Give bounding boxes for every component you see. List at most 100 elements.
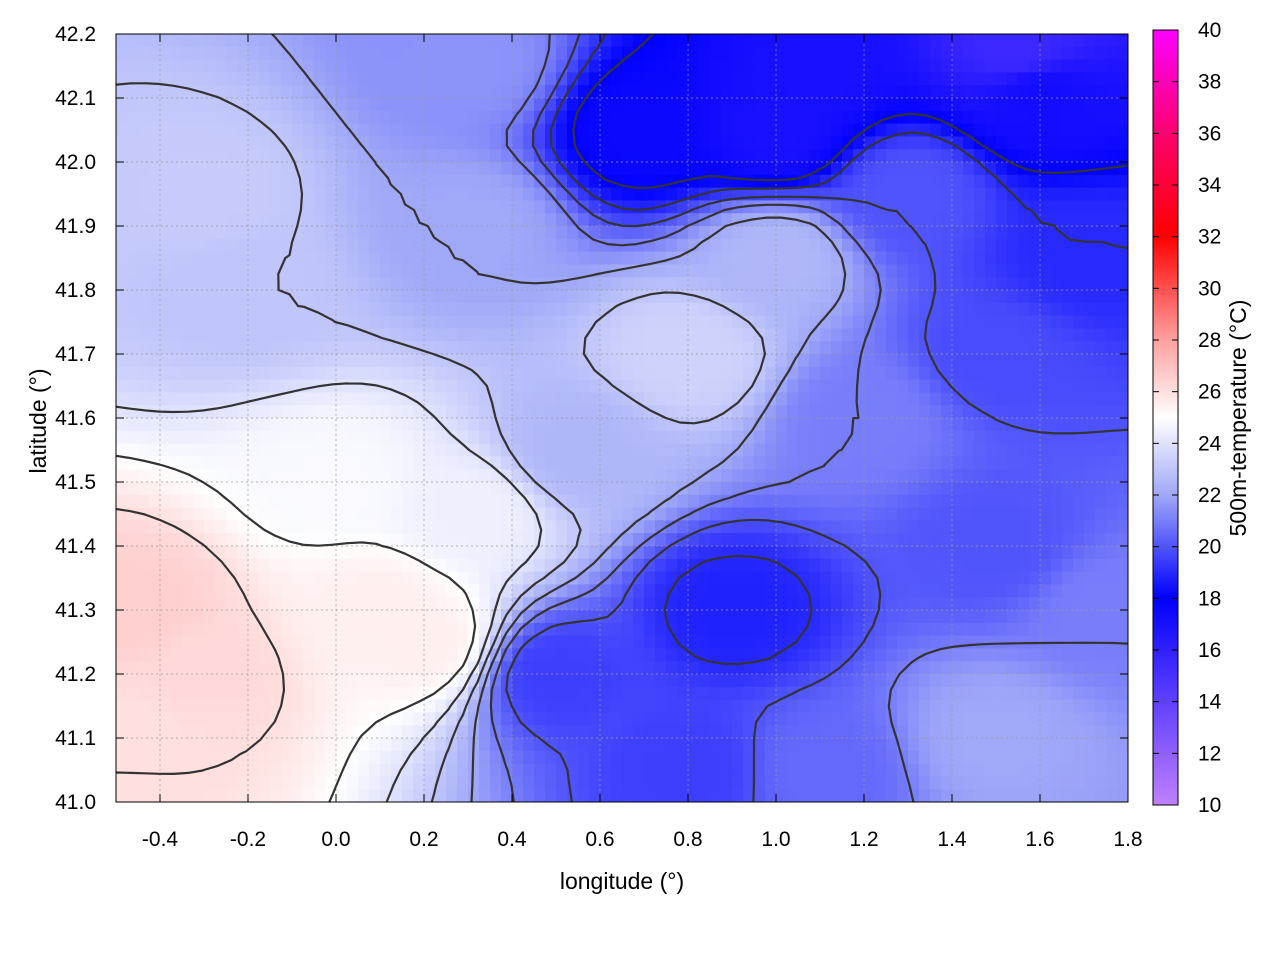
field-cell [248, 85, 260, 99]
field-cell [798, 277, 810, 291]
field-cell [149, 264, 161, 278]
field-cell [127, 392, 139, 406]
field-cell [633, 277, 645, 291]
field-cell [1029, 46, 1041, 61]
field-cell [402, 123, 414, 137]
field-cell [402, 366, 414, 381]
field-cell [160, 226, 172, 240]
field-cell [776, 584, 788, 598]
field-cell [622, 302, 634, 317]
field-cell [1007, 571, 1019, 585]
field-cell [303, 584, 315, 598]
field-cell [171, 392, 183, 406]
field-cell [644, 315, 656, 329]
field-cell [787, 418, 799, 432]
field-cell [1040, 597, 1052, 611]
field-cell [523, 405, 535, 419]
field-cell [941, 418, 953, 432]
field-cell [567, 482, 579, 496]
field-cell [182, 149, 194, 163]
field-cell [490, 34, 502, 48]
field-cell [996, 136, 1008, 150]
field-cell [941, 200, 953, 214]
field-cell [237, 533, 249, 547]
field-cell [1062, 558, 1074, 573]
field-cell [490, 302, 502, 317]
field-cell [1117, 456, 1128, 470]
field-cell [1084, 34, 1096, 48]
field-cell [1051, 123, 1063, 137]
field-cell [787, 277, 799, 291]
field-cell [171, 187, 183, 201]
field-cell [171, 226, 183, 240]
field-cell [545, 405, 557, 419]
field-cell [303, 110, 315, 125]
field-cell [281, 366, 293, 381]
field-cell [677, 610, 689, 624]
field-cell [1095, 302, 1107, 317]
field-cell [534, 328, 546, 342]
field-cell [523, 482, 535, 496]
field-cell [512, 597, 524, 611]
field-cell [787, 699, 799, 713]
field-cell [710, 712, 722, 726]
field-cell [281, 482, 293, 496]
field-cell [688, 379, 700, 393]
field-cell [644, 712, 656, 726]
field-cell [853, 418, 865, 432]
field-cell [523, 226, 535, 240]
field-cell [182, 85, 194, 99]
field-cell [1007, 610, 1019, 624]
field-cell [347, 674, 359, 688]
field-cell [1018, 699, 1030, 713]
field-cell [1106, 264, 1118, 278]
field-cell [413, 226, 425, 240]
field-cell [127, 507, 139, 521]
field-cell [666, 302, 678, 317]
field-cell [182, 648, 194, 662]
field-cell [369, 315, 381, 329]
field-cell [699, 686, 711, 701]
field-cell [1040, 85, 1052, 99]
field-cell [600, 59, 612, 73]
field-cell [864, 341, 876, 355]
field-cell [1040, 136, 1052, 150]
field-cell [380, 597, 392, 611]
field-cell [589, 674, 601, 688]
field-cell [1007, 558, 1019, 573]
field-cell [1018, 520, 1030, 534]
field-cell [886, 597, 898, 611]
field-cell [292, 238, 304, 253]
field-cell [611, 46, 623, 61]
field-cell [512, 405, 524, 419]
field-cell [655, 46, 667, 61]
field-cell [380, 98, 392, 112]
field-cell [633, 110, 645, 125]
field-cell [347, 610, 359, 624]
field-cell [710, 661, 722, 675]
field-cell [1040, 162, 1052, 176]
field-cell [743, 699, 755, 713]
field-cell [985, 328, 997, 342]
field-cell [952, 610, 964, 624]
field-cell [380, 200, 392, 214]
field-cell [259, 674, 271, 688]
field-cell [468, 264, 480, 278]
field-cell [237, 686, 249, 701]
field-cell [1029, 686, 1041, 701]
field-cell [237, 366, 249, 381]
field-cell [578, 648, 590, 662]
field-cell [380, 622, 392, 637]
field-cell [171, 110, 183, 125]
field-cell [281, 456, 293, 470]
field-cell [776, 213, 788, 227]
field-cell [1073, 699, 1085, 713]
field-cell [897, 520, 909, 534]
field-cell [215, 187, 227, 201]
field-cell [732, 507, 744, 521]
field-cell [886, 379, 898, 393]
field-cell [512, 328, 524, 342]
field-cell [1062, 546, 1074, 560]
field-cell [1095, 46, 1107, 61]
field-cell [1095, 354, 1107, 368]
